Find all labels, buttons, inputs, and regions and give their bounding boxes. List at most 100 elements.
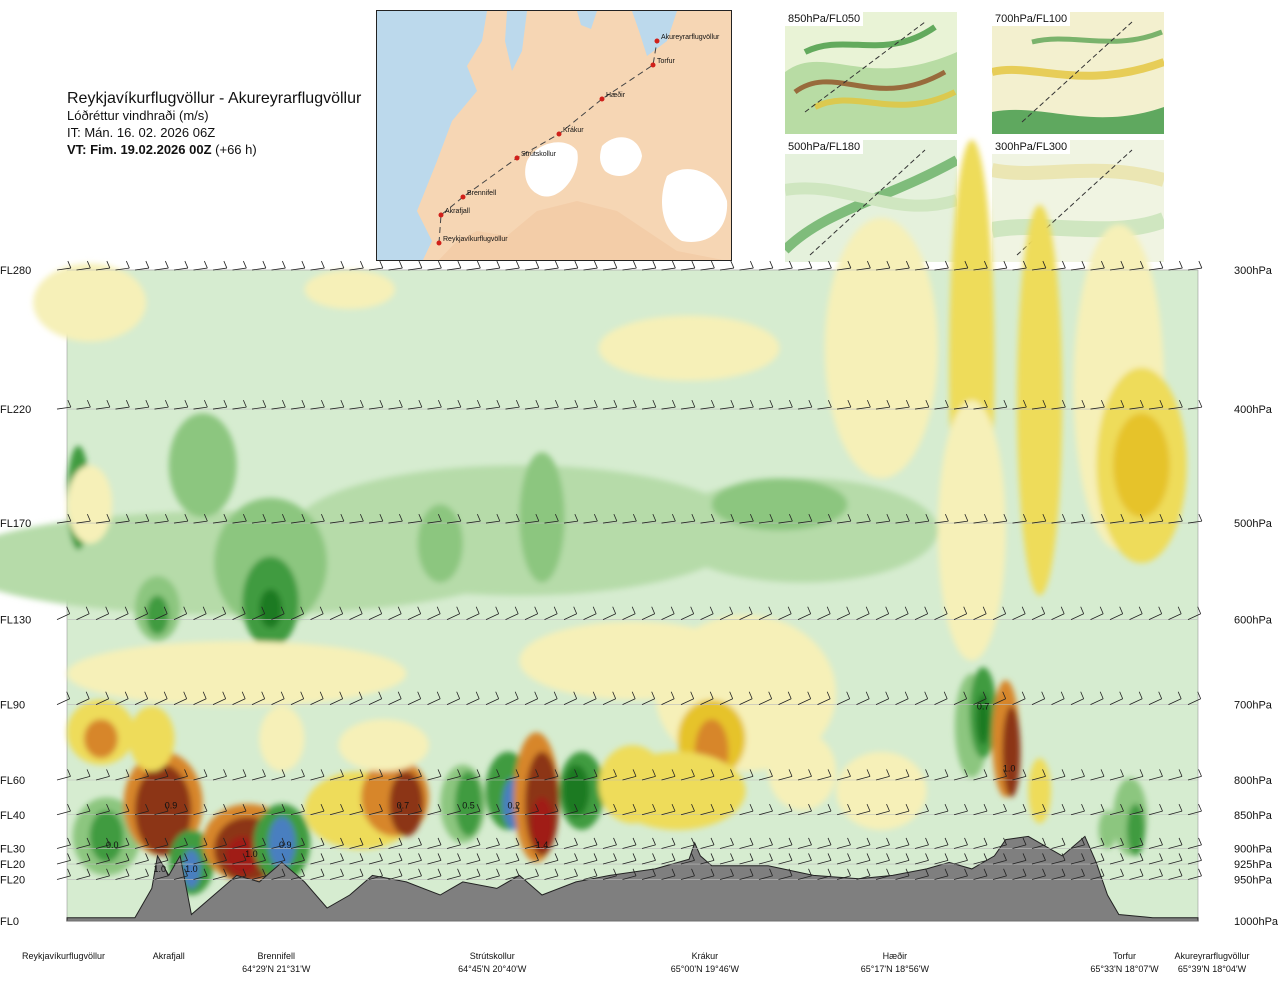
- wind-barb: [739, 613, 753, 621]
- wind-barb: [290, 810, 305, 816]
- wind-barb: [856, 406, 871, 410]
- wind-barb-flag: [515, 399, 520, 408]
- wind-barb-flag: [748, 606, 753, 614]
- wind-barb-flag: [379, 803, 383, 812]
- wind-barb: [407, 698, 421, 706]
- wind-barb: [934, 775, 949, 781]
- wind-barb: [232, 810, 247, 816]
- wind-barb-flag: [1021, 606, 1026, 614]
- wind-barb: [1051, 698, 1065, 706]
- wind-barb-flag: [964, 868, 968, 877]
- wind-barb: [895, 406, 910, 410]
- wind-barb: [446, 406, 461, 410]
- wind-barb: [563, 775, 578, 781]
- wind-barb: [232, 520, 247, 524]
- wind-barb-flag: [1042, 803, 1046, 812]
- thumbnail-700hpa[interactable]: 700hPa/FL100: [992, 12, 1164, 134]
- thumbnail-label: 500hPa/FL180: [785, 140, 864, 154]
- wind-barb-flag: [184, 837, 188, 846]
- flight-level-tick: FL20: [0, 874, 25, 886]
- wind-barb: [232, 406, 247, 410]
- wind-barb-flag: [964, 769, 968, 777]
- wind-barb: [56, 875, 71, 880]
- wind-barb-flag: [1022, 513, 1027, 522]
- wind-barb: [290, 775, 305, 781]
- wind-barb: [895, 875, 910, 880]
- wind-barb-flag: [1178, 769, 1183, 777]
- wind-barb-flag: [865, 691, 870, 699]
- wind-barb-flag: [788, 513, 793, 522]
- wind-barb-flag: [203, 513, 208, 522]
- wind-barb-flag: [904, 606, 909, 614]
- wind-barb-flag: [301, 803, 305, 812]
- wind-barb-flag: [242, 837, 247, 846]
- wind-barb-flag: [866, 513, 871, 522]
- wind-barb-flag: [320, 853, 325, 861]
- flight-level-tick: FL130: [0, 615, 31, 627]
- wind-barb-flag: [418, 837, 422, 846]
- wind-barb-flag: [1159, 769, 1163, 777]
- wind-barb-flag: [574, 769, 578, 777]
- wind-barb-flag: [710, 868, 715, 877]
- wind-barb-flag: [515, 868, 520, 877]
- wind-barb: [349, 860, 364, 865]
- wind-barb-flag: [574, 837, 578, 846]
- wind-barb: [524, 844, 539, 849]
- wind-barb-flag: [632, 868, 637, 877]
- wind-barb: [1012, 267, 1027, 271]
- wind-barb: [310, 406, 325, 410]
- wind-barb: [1129, 520, 1144, 524]
- wind-barb: [1129, 406, 1144, 410]
- wind-barb-flag: [145, 837, 149, 846]
- wind-barb-flag: [730, 803, 734, 812]
- wind-barb-flag: [613, 769, 617, 777]
- wind-barb-flag: [710, 803, 715, 812]
- wind-barb: [1090, 860, 1105, 865]
- wind-barb: [895, 698, 909, 706]
- wind-barb-flag: [281, 803, 286, 812]
- wind-barb: [836, 698, 850, 706]
- wind-barb: [1051, 520, 1066, 524]
- wind-barb-flag: [769, 803, 773, 812]
- wind-barb: [76, 520, 91, 524]
- wind-barb: [817, 775, 832, 781]
- wind-barb-flag: [865, 606, 870, 614]
- wind-barb-flag: [223, 513, 228, 522]
- wind-barb-flag: [574, 513, 579, 522]
- wind-barb-flag: [144, 691, 149, 699]
- wind-barb-flag: [66, 691, 71, 699]
- wind-barb: [895, 810, 910, 816]
- wind-barb-flag: [769, 853, 773, 861]
- wind-barb-flag: [691, 837, 695, 846]
- wind-barb-flag: [456, 691, 461, 699]
- wind-barb-flag: [671, 260, 676, 269]
- wind-barb: [719, 844, 734, 849]
- wind-barb-flag: [632, 803, 637, 812]
- pressure-tick: 1000hPa: [1234, 916, 1279, 928]
- wind-barb: [271, 613, 285, 621]
- wind-barb: [368, 613, 382, 621]
- wind-barb: [622, 775, 637, 781]
- wind-barb: [1148, 613, 1162, 621]
- thumbnail-850hpa[interactable]: 850hPa/FL050: [785, 12, 957, 134]
- wind-barb: [934, 520, 949, 524]
- wind-barb: [797, 810, 812, 816]
- wind-barb-flag: [241, 691, 246, 699]
- wind-barb-flag: [301, 399, 306, 408]
- wind-barb-flag: [827, 837, 832, 846]
- wind-barb-flag: [1041, 691, 1046, 699]
- wind-barb: [992, 860, 1007, 865]
- wind-barb-flag: [1120, 803, 1124, 812]
- wind-barb-flag: [1120, 868, 1124, 877]
- wind-barb: [719, 698, 733, 706]
- wind-barb: [134, 698, 148, 706]
- wind-barb-flag: [86, 399, 91, 408]
- wind-barb: [1031, 613, 1045, 621]
- wind-barb-flag: [340, 868, 344, 877]
- wind-barb-flag: [1119, 691, 1124, 699]
- wind-barb-flag: [808, 803, 812, 812]
- contour-value-label: 0.5: [462, 800, 475, 810]
- wind-barb: [1129, 844, 1144, 849]
- map-waypoint: [514, 155, 520, 161]
- wind-barb-flag: [788, 837, 793, 846]
